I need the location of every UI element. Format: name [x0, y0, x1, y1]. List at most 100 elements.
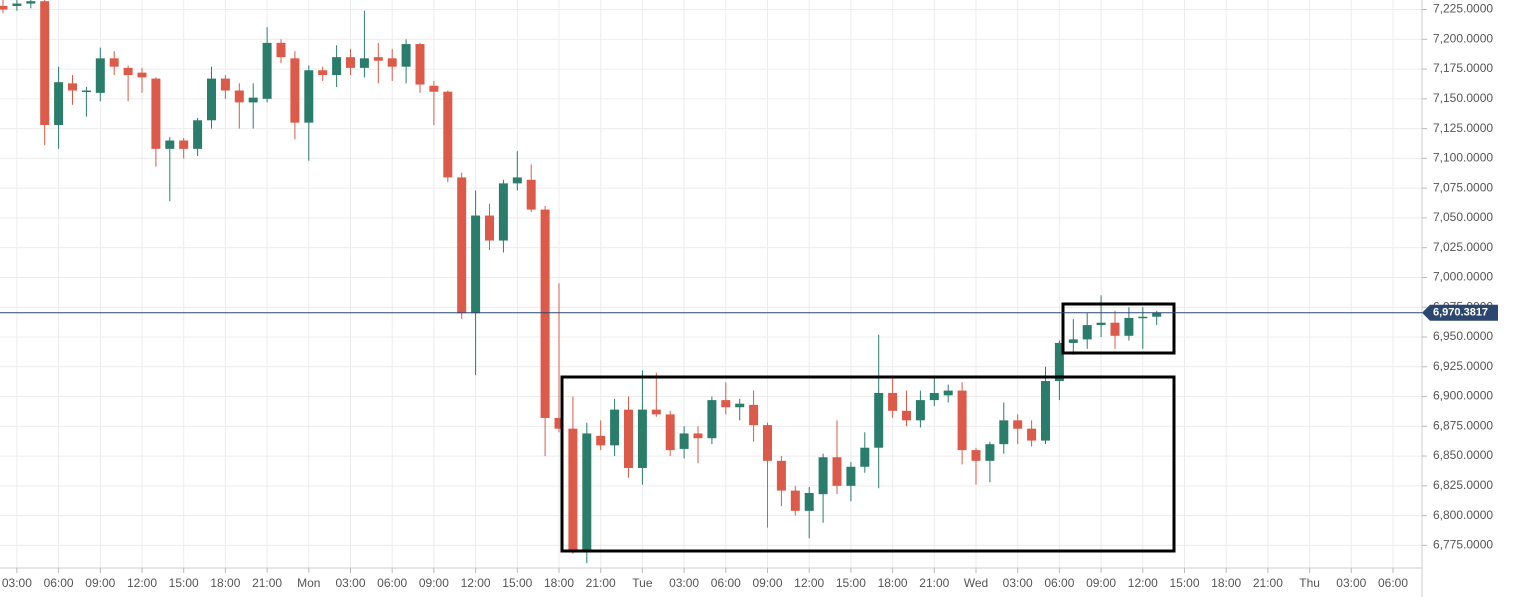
x-tick-label: 12:00 [1128, 576, 1158, 590]
candle-body [359, 58, 369, 68]
x-tick-label: 06:00 [1044, 576, 1074, 590]
x-tick-label: Wed [964, 576, 988, 590]
candle-body [526, 179, 536, 210]
y-tick-label: 6,800.0000 [1433, 508, 1493, 522]
candle-body [1096, 322, 1106, 326]
candle-body [373, 57, 383, 61]
x-tick-label: 21:00 [252, 576, 282, 590]
y-tick-label: 6,825.0000 [1433, 478, 1493, 492]
candle-body [443, 91, 453, 178]
y-tick-label: 7,175.0000 [1433, 61, 1493, 75]
candle-body [1068, 339, 1078, 343]
x-tick-label: 21:00 [1253, 576, 1283, 590]
x-tick-label: 09:00 [752, 576, 782, 590]
candle-body [457, 177, 467, 314]
candle-body [387, 58, 397, 67]
candle-body [81, 90, 91, 92]
candle-body [471, 215, 481, 314]
candle-body [193, 120, 203, 149]
candle-body [957, 390, 967, 451]
candle-body [832, 457, 842, 486]
candle-body [929, 392, 939, 401]
candle-body [332, 57, 342, 76]
candle-body [1027, 428, 1037, 441]
candle-body [860, 447, 870, 467]
candle-body [207, 78, 216, 121]
candle-body [999, 420, 1009, 445]
candle-body [346, 57, 355, 68]
x-tick-label: 03:00 [335, 576, 365, 590]
candle-body [429, 85, 439, 92]
candle-body [637, 409, 647, 468]
x-tick-label: 09:00 [85, 576, 115, 590]
candle-body [846, 466, 856, 486]
candle-body [318, 70, 328, 76]
y-tick-label: 7,100.0000 [1433, 151, 1493, 165]
candle-body [40, 1, 50, 126]
x-tick-label: 09:00 [1086, 576, 1116, 590]
y-tick-label: 7,125.0000 [1433, 121, 1493, 135]
x-tick-label: 15:00 [169, 576, 199, 590]
x-tick-label: 03:00 [2, 576, 32, 590]
x-tick-label: 15:00 [1169, 576, 1199, 590]
candle-body [401, 44, 411, 67]
y-tick-label: 7,000.0000 [1433, 270, 1493, 284]
candle-body [582, 433, 592, 553]
x-tick-label: Mon [297, 576, 320, 590]
candle-body [568, 428, 578, 553]
breakout-box [1061, 302, 1176, 355]
candle-body [220, 78, 230, 91]
candle-body [1054, 342, 1064, 382]
y-tick-label: 7,075.0000 [1433, 180, 1493, 194]
candle-body [123, 67, 133, 76]
x-tick-label: 06:00 [377, 576, 407, 590]
candle-body [888, 392, 898, 411]
x-tick-label: 15:00 [836, 576, 866, 590]
candle-body [624, 409, 633, 468]
candle-body [68, 83, 77, 91]
x-tick-label: 06:00 [1378, 576, 1408, 590]
candle-body [1152, 312, 1162, 317]
candle-body [165, 140, 175, 149]
candle-body [415, 44, 425, 85]
y-tick-label: 6,925.0000 [1433, 359, 1493, 373]
x-tick-label: 18:00 [1211, 576, 1241, 590]
candle-body [151, 78, 161, 149]
candle-body [276, 42, 286, 58]
candle-body [485, 215, 494, 241]
last-price-tag [1422, 304, 1498, 321]
x-tick-label: 18:00 [210, 576, 240, 590]
candle-body [1110, 322, 1120, 336]
candle-body [1138, 316, 1148, 319]
candle-body [1013, 420, 1023, 429]
x-tick-label: 12:00 [461, 576, 491, 590]
y-tick-label: 7,225.0000 [1433, 2, 1493, 16]
candle-body [262, 42, 272, 99]
candle-body [179, 140, 189, 149]
candle-body [1041, 381, 1050, 441]
y-tick-label: 6,875.0000 [1433, 418, 1493, 432]
y-tick-label: 6,900.0000 [1433, 389, 1493, 403]
range-box [560, 375, 1176, 553]
candle-body [248, 97, 258, 103]
x-tick-label: 03:00 [669, 576, 699, 590]
candle-body [721, 400, 731, 408]
candle-body [610, 409, 620, 446]
x-tick-label: 12:00 [794, 576, 824, 590]
candle-body [109, 58, 119, 67]
x-tick-label: 06:00 [44, 576, 74, 590]
candle-body [818, 457, 828, 495]
candle-body [304, 70, 314, 123]
y-tick-label: 7,025.0000 [1433, 240, 1493, 254]
y-tick-label: 6,850.0000 [1433, 448, 1493, 462]
candle-body [874, 392, 884, 448]
candle-body [95, 58, 105, 93]
candle-body [943, 390, 953, 396]
candle-body [679, 433, 689, 449]
last-price-label: 6,970.3817 [1433, 307, 1488, 319]
candle-body [749, 404, 759, 426]
x-tick-label: 03:00 [1336, 576, 1366, 590]
candle-body [596, 435, 606, 446]
y-tick-label: 7,150.0000 [1433, 91, 1493, 105]
